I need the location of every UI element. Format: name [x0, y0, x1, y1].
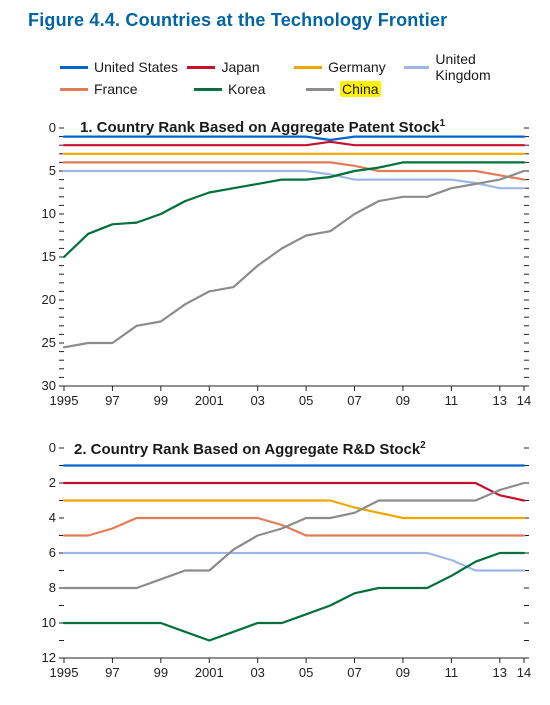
svg-text:09: 09 [396, 665, 410, 680]
svg-text:05: 05 [299, 665, 313, 680]
series-japan [64, 483, 524, 501]
svg-text:11: 11 [445, 665, 459, 680]
svg-text:07: 07 [347, 393, 361, 408]
svg-text:10: 10 [42, 206, 56, 221]
figure-page: Figure 4.4. Countries at the Technology … [0, 0, 550, 705]
legend-swatch [187, 66, 215, 69]
svg-text:13: 13 [493, 393, 507, 408]
svg-text:05: 05 [299, 393, 313, 408]
svg-text:11: 11 [445, 393, 459, 408]
series-united-kingdom [64, 553, 524, 571]
svg-text:10: 10 [42, 615, 56, 630]
series-france [64, 518, 524, 536]
legend-label: United States [94, 59, 178, 75]
svg-text:1995: 1995 [50, 665, 79, 680]
legend-label: Germany [328, 59, 386, 75]
panel-1: 1. Country Rank Based on Aggregate Paten… [26, 118, 536, 418]
svg-text:6: 6 [49, 545, 56, 560]
svg-text:97: 97 [105, 665, 119, 680]
svg-text:03: 03 [250, 665, 264, 680]
panel-1-title: 1. Country Rank Based on Aggregate Paten… [80, 118, 445, 136]
series-china [64, 171, 524, 347]
panel-1-chart: 05101520253019959799200103050709111314 [26, 118, 536, 418]
svg-text:12: 12 [42, 650, 56, 665]
series-korea [64, 553, 524, 641]
legend-swatch [60, 66, 88, 69]
legend-swatch [404, 66, 429, 69]
legend-swatch [306, 88, 334, 91]
svg-text:0: 0 [49, 120, 56, 135]
figure-title: Figure 4.4. Countries at the Technology … [28, 10, 447, 31]
svg-text:4: 4 [49, 510, 56, 525]
svg-text:2: 2 [49, 475, 56, 490]
panel-2-title: 2. Country Rank Based on Aggregate R&D S… [74, 440, 426, 458]
legend-item: China [306, 81, 416, 97]
svg-text:30: 30 [42, 378, 56, 393]
svg-text:1995: 1995 [50, 393, 79, 408]
svg-text:07: 07 [347, 665, 361, 680]
legend-item: France [60, 81, 188, 97]
legend-swatch [60, 88, 88, 91]
svg-text:99: 99 [154, 393, 168, 408]
legend-item: Korea [194, 81, 300, 97]
legend-label: Japan [221, 59, 259, 75]
svg-text:8: 8 [49, 580, 56, 595]
svg-text:5: 5 [49, 163, 56, 178]
panel-2-chart: 0 2 4 6 8 10 121995 97 99 2001 03 05 07 09 11 13 14 [26, 438, 536, 693]
svg-text:97: 97 [105, 393, 119, 408]
series-united-states [64, 137, 524, 140]
series-germany [64, 501, 524, 519]
svg-text:14: 14 [517, 393, 531, 408]
svg-text:09: 09 [396, 393, 410, 408]
legend-item: United Kingdom [404, 51, 524, 83]
legend-item: Japan [187, 59, 288, 75]
panel-2: 2. Country Rank Based on Aggregate R&D S… [26, 438, 536, 693]
svg-text:03: 03 [250, 393, 264, 408]
svg-text:2001: 2001 [195, 393, 224, 408]
svg-text:2001: 2001 [195, 665, 224, 680]
legend-label: United Kingdom [435, 51, 524, 83]
svg-text:0: 0 [49, 440, 56, 455]
legend-label: Korea [228, 81, 265, 97]
series-japan [64, 142, 524, 145]
svg-text:20: 20 [42, 292, 56, 307]
svg-text:25: 25 [42, 335, 56, 350]
legend-item: Germany [294, 59, 398, 75]
legend-label: France [94, 81, 138, 97]
svg-text:15: 15 [42, 249, 56, 264]
legend: United StatesJapanGermanyUnited KingdomF… [60, 56, 530, 100]
legend-item: United States [60, 59, 181, 75]
svg-text:14: 14 [517, 665, 531, 680]
svg-text:99: 99 [154, 665, 168, 680]
legend-swatch [294, 66, 322, 69]
svg-text:13: 13 [493, 665, 507, 680]
legend-swatch [194, 88, 222, 91]
legend-label: China [340, 81, 381, 97]
